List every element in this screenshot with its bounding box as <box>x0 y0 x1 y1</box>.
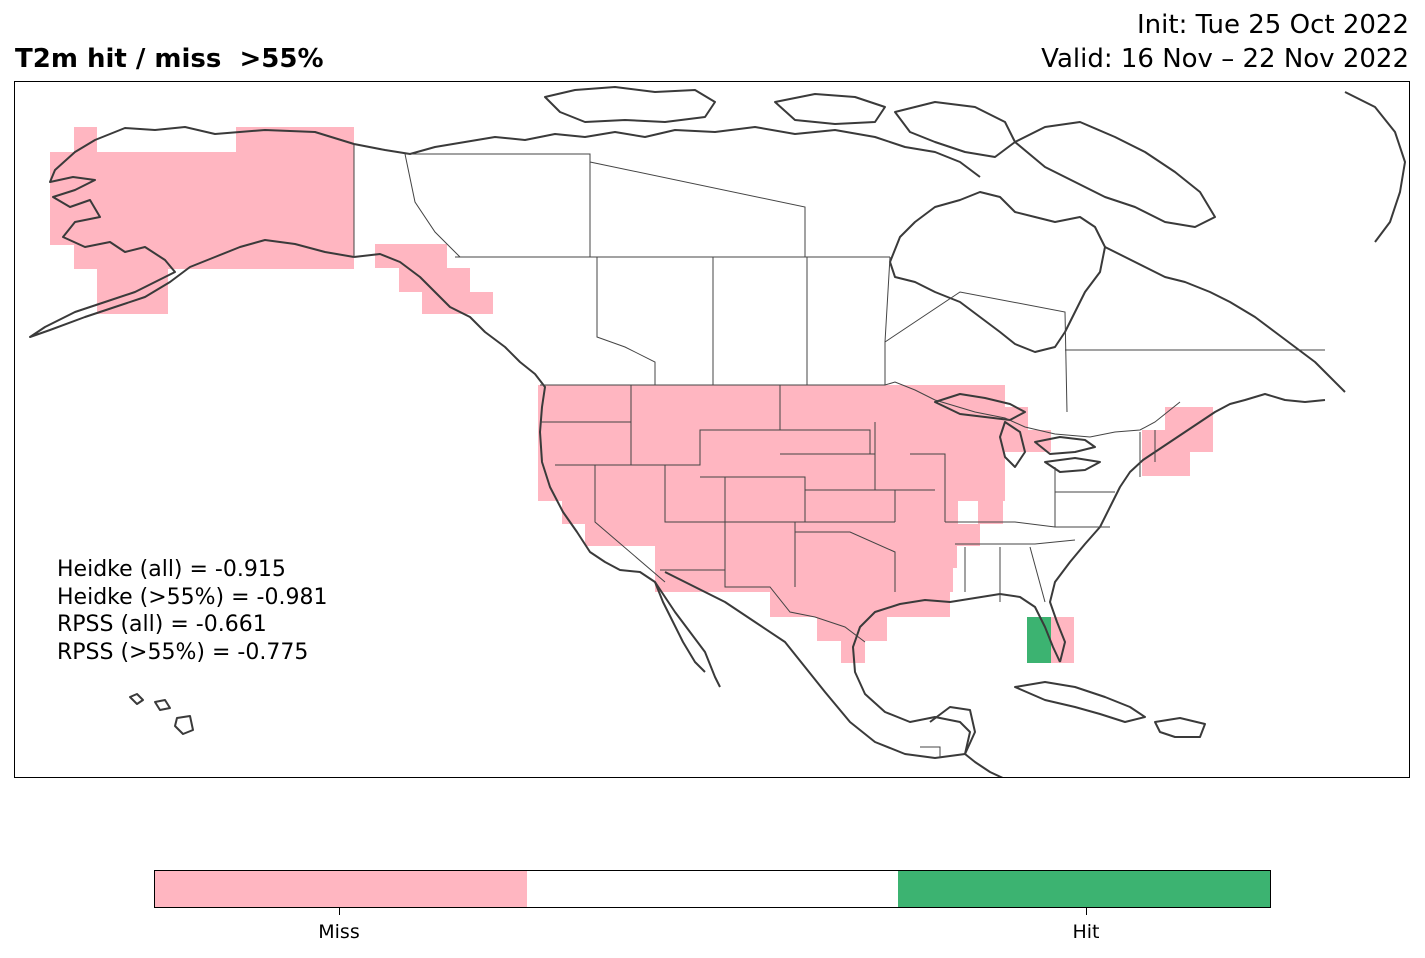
greenland-edge <box>1344 91 1406 243</box>
border-canada-us <box>540 381 1181 438</box>
border-province <box>404 153 461 258</box>
heidke-all: Heidke (all) = -0.915 <box>57 557 286 582</box>
colorbar-label-miss: Miss <box>318 921 360 943</box>
border-province <box>884 291 1068 413</box>
border-province <box>884 256 891 385</box>
border-state <box>910 453 946 522</box>
mexico-pacific-coast <box>664 571 966 759</box>
border-province <box>589 161 806 257</box>
border-state <box>630 385 781 466</box>
arctic-islands <box>774 93 886 125</box>
cuba <box>1014 681 1146 723</box>
atlantic-coast <box>1049 393 1326 663</box>
border-state <box>805 489 896 522</box>
arctic-islands <box>894 101 1016 158</box>
border-state <box>945 521 1110 528</box>
great-lakes <box>934 393 1026 421</box>
border-state <box>723 476 806 522</box>
heidke-above-55: Heidke (>55%) = -0.981 <box>57 584 328 610</box>
bc-coast <box>353 253 721 688</box>
border-province <box>405 153 591 257</box>
miss-cell <box>538 452 1003 500</box>
border-province <box>596 257 656 385</box>
arctic-islands <box>544 86 716 123</box>
border-state <box>594 465 666 583</box>
miss-cell <box>770 592 950 617</box>
hispaniola <box>1154 717 1206 738</box>
miss-cell <box>74 127 97 152</box>
border-state <box>1029 546 1046 603</box>
valid-period: Valid: 16 Nov – 22 Nov 2022 <box>1041 44 1409 74</box>
baffin-island <box>1014 121 1216 228</box>
yucatan <box>929 706 976 755</box>
border-state <box>664 465 785 523</box>
colorbar <box>154 870 1271 908</box>
colorbar-hit <box>898 871 1271 907</box>
border-central-america <box>920 746 941 758</box>
miss-cell <box>399 268 470 292</box>
miss-cell <box>655 568 953 592</box>
borders <box>353 144 1325 758</box>
colorbar-neutral <box>526 871 899 907</box>
colorbar-label-hit: Hit <box>1072 921 1100 943</box>
border-state <box>795 531 896 592</box>
miss-cell <box>655 546 957 568</box>
hawaii <box>129 693 144 705</box>
rpss-all: RPSS (all) = -0.661 <box>57 612 267 637</box>
miss-cell <box>50 152 354 245</box>
hit-cells <box>1027 617 1051 663</box>
score-panel: Heidke (all) = -0.915 Heidke (>55%) = -0… <box>57 556 327 666</box>
great-lakes <box>1034 436 1096 455</box>
central-america <box>964 753 1004 777</box>
border-us-mexico <box>660 569 866 643</box>
alaska-coast <box>29 126 355 338</box>
coastlines <box>29 86 1406 777</box>
hit-cell <box>1027 617 1051 663</box>
hawaii <box>174 715 194 735</box>
miss-cell <box>585 524 980 546</box>
miss-cells-florida <box>1051 617 1074 663</box>
great-lakes <box>999 421 1026 468</box>
baja-coast <box>654 581 706 673</box>
colorbar-miss <box>155 871 527 907</box>
miss-cell <box>97 269 168 314</box>
arctic-coast <box>353 126 981 178</box>
miss-cell <box>1142 430 1190 476</box>
hawaii <box>154 699 171 711</box>
gulf-coast <box>852 593 1061 755</box>
map-panel <box>14 81 1410 778</box>
labrador-coast <box>1104 246 1346 393</box>
great-lakes <box>1044 457 1101 473</box>
miss-cell <box>978 500 1003 524</box>
miss-cell <box>1051 617 1074 663</box>
border-state <box>780 429 871 454</box>
miss-cell <box>562 500 958 524</box>
colorbar-tick-miss <box>339 908 340 915</box>
map-canvas <box>29 86 1406 777</box>
hudson-bay <box>889 191 1106 353</box>
miss-cells <box>50 127 1213 663</box>
map-title: T2m hit / miss >55% <box>15 44 324 74</box>
init-date: Init: Tue 25 Oct 2022 <box>1137 10 1409 40</box>
colorbar-tick-hit <box>1086 908 1087 915</box>
miss-cell <box>817 617 887 641</box>
rpss-above-55: RPSS (>55%) = -0.775 <box>57 639 309 665</box>
border-state <box>955 539 1076 545</box>
